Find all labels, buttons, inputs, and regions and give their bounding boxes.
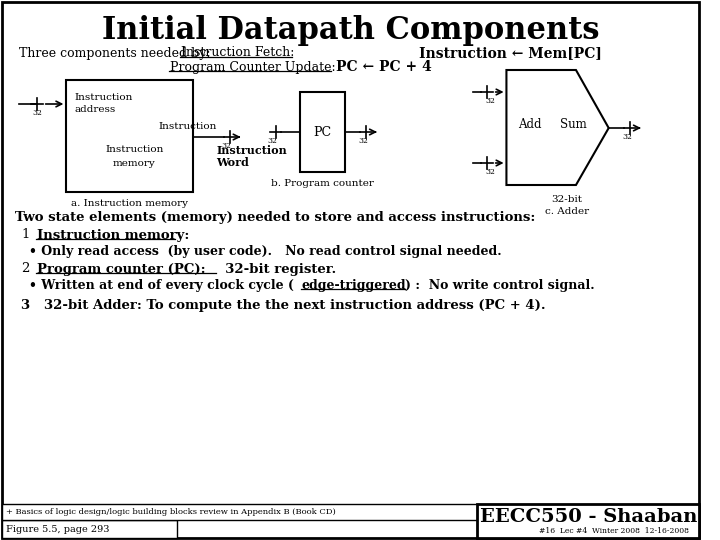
Text: Three components needed by:: Three components needed by:	[19, 46, 219, 59]
Text: 32: 32	[622, 133, 632, 141]
Text: Program counter (PC):: Program counter (PC):	[37, 262, 206, 275]
Text: Instruction ← Mem[PC]: Instruction ← Mem[PC]	[419, 46, 602, 60]
Text: Program Counter Update:: Program Counter Update:	[171, 60, 336, 73]
Text: c. Adder: c. Adder	[545, 206, 589, 215]
Text: edge-triggered: edge-triggered	[302, 279, 407, 292]
Text: PC: PC	[313, 125, 331, 138]
Text: • Written at end of every clock cycle (: • Written at end of every clock cycle (	[30, 279, 294, 292]
Bar	[66, 80, 193, 192]
Text: 2: 2	[22, 262, 30, 275]
Polygon shape	[506, 70, 608, 185]
Text: 32-bit: 32-bit	[552, 194, 582, 204]
Text: 32-bit register.: 32-bit register.	[216, 262, 336, 275]
Text: Instruction memory:: Instruction memory:	[37, 228, 189, 241]
Text: Instruction: Instruction	[216, 145, 287, 157]
Text: ) :  No write control signal.: ) : No write control signal.	[405, 279, 595, 292]
Text: Instruction: Instruction	[74, 93, 132, 103]
Text: 1: 1	[22, 228, 30, 241]
Text: 32: 32	[221, 142, 231, 150]
Text: address: address	[74, 105, 115, 114]
Text: PC ← PC + 4: PC ← PC + 4	[336, 60, 432, 74]
Text: 32: 32	[268, 137, 278, 145]
Text: 32: 32	[32, 109, 42, 117]
Text: Instruction Fetch:: Instruction Fetch:	[181, 46, 294, 59]
Text: Word: Word	[216, 157, 249, 167]
Text: 32: 32	[485, 97, 495, 105]
Text: Two state elements (memory) needed to store and access instructions:: Two state elements (memory) needed to st…	[14, 211, 535, 224]
Text: Sum: Sum	[560, 118, 587, 131]
Text: + Basics of logic design/logic building blocks review in Appendix B (Book CD): + Basics of logic design/logic building …	[6, 508, 336, 516]
Text: 3   32-bit Adder: To compute the the next instruction address (PC + 4).: 3 32-bit Adder: To compute the the next …	[22, 299, 546, 312]
Text: 32: 32	[485, 168, 495, 176]
Text: Instruction: Instruction	[158, 122, 217, 131]
Text: Initial Datapath Components: Initial Datapath Components	[102, 15, 599, 45]
Text: #16  Lec #4  Winter 2008  12-16-2008: #16 Lec #4 Winter 2008 12-16-2008	[539, 527, 688, 535]
Text: Figure 5.5, page 293: Figure 5.5, page 293	[6, 524, 109, 534]
Bar	[477, 504, 699, 538]
Bar	[300, 92, 345, 172]
Text: b. Program counter: b. Program counter	[271, 179, 374, 188]
Text: a. Instruction memory: a. Instruction memory	[71, 199, 188, 208]
Text: Add: Add	[518, 118, 541, 131]
Bar	[2, 504, 480, 520]
Text: • Only read access  (by user code).   No read control signal needed.: • Only read access (by user code). No re…	[30, 245, 502, 258]
Text: 32: 32	[359, 137, 368, 145]
Text: Instruction: Instruction	[105, 145, 163, 154]
Bar	[2, 520, 177, 538]
Text: EECC550 - Shaaban: EECC550 - Shaaban	[480, 508, 697, 526]
Text: memory: memory	[113, 159, 156, 167]
